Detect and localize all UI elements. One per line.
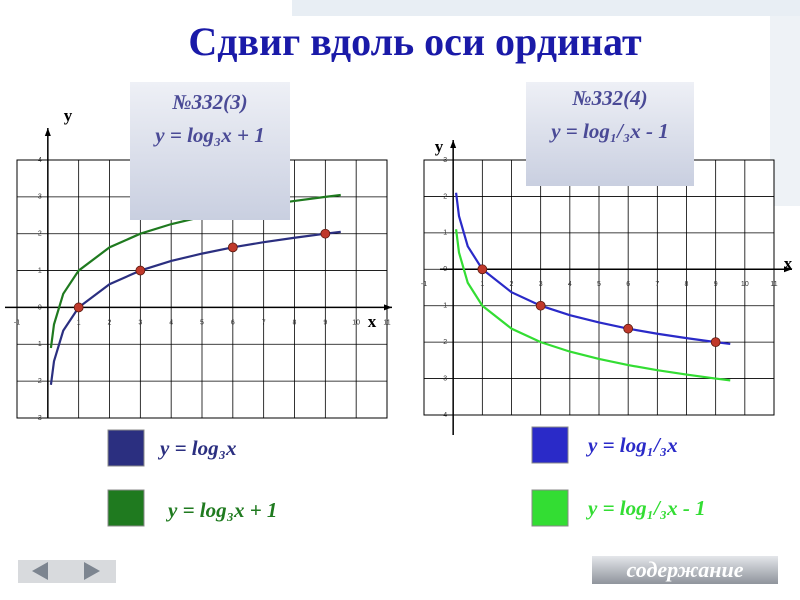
x-tick-label: 9 <box>323 319 327 326</box>
legend-swatch <box>531 489 569 527</box>
legend-label: y = log₃x + 1 <box>165 498 277 522</box>
y-tick-label: 1 <box>38 267 42 274</box>
y-tick-label: 1 <box>38 341 42 348</box>
contents-label[interactable]: содержание <box>627 557 744 582</box>
decoration <box>770 16 800 206</box>
legend-swatch <box>107 489 145 527</box>
x-tick-label: 10 <box>741 281 749 288</box>
legend-label: y = log₁/₃x - 1 <box>585 496 706 520</box>
nav-bar <box>18 560 116 583</box>
legend-swatch <box>107 429 145 467</box>
task-formula: y = log₁/₃x - 1 <box>548 119 669 143</box>
y-axis-arrow <box>44 128 51 136</box>
x-tick-label: 10 <box>352 319 360 326</box>
next-button[interactable] <box>84 562 100 580</box>
x-tick-label: 8 <box>293 319 297 326</box>
x-tick-label: 11 <box>383 319 390 326</box>
task-box <box>130 82 290 220</box>
x-tick-label: 1 <box>77 319 81 326</box>
x-tick-label: 6 <box>231 319 235 326</box>
point-marker <box>535 300 546 311</box>
x-tick-label: 2 <box>510 281 514 288</box>
point-marker <box>73 302 84 313</box>
legend-swatch <box>531 426 569 464</box>
y-tick-label: 4 <box>443 412 447 419</box>
y-tick-label: 4 <box>38 157 42 164</box>
y-tick-label: 3 <box>443 375 447 382</box>
task-number: №332(3) <box>171 90 247 114</box>
y-tick-label: 3 <box>38 194 42 201</box>
x-axis-label: x <box>784 254 793 273</box>
series-line <box>49 230 341 385</box>
contents-button[interactable] <box>592 556 778 584</box>
y-axis-label: y <box>435 137 444 156</box>
y-axis-arrow <box>450 140 457 148</box>
point-marker <box>710 337 721 348</box>
x-tick-label: 9 <box>714 281 718 288</box>
series-line <box>49 193 341 349</box>
x-axis-label: x <box>368 312 377 331</box>
nav-arrows[interactable] <box>18 560 116 583</box>
x-tick-label: 6 <box>626 281 630 288</box>
decoration <box>292 0 800 16</box>
y-tick-label: 1 <box>443 230 447 237</box>
series-line <box>454 229 731 382</box>
x-tick-label: 5 <box>597 281 601 288</box>
x-tick-label: -1 <box>14 319 20 326</box>
x-tick-label: 11 <box>770 281 777 288</box>
x-axis-arrow <box>784 266 792 273</box>
task-box <box>526 82 694 186</box>
y-tick-label: 3 <box>443 157 447 164</box>
y-tick-label: 2 <box>443 339 447 346</box>
legend-label: y = log₁/₃x <box>585 433 678 457</box>
x-tick-label: -1 <box>421 281 427 288</box>
series-line <box>454 192 731 346</box>
point-marker <box>477 264 488 275</box>
x-tick-label: 4 <box>169 319 173 326</box>
y-tick-label: 2 <box>38 378 42 385</box>
y-tick-label: 3 <box>38 415 42 422</box>
x-tick-label: 7 <box>262 319 266 326</box>
point-marker <box>320 228 331 239</box>
x-tick-label: 3 <box>539 281 543 288</box>
x-tick-label: 2 <box>108 319 112 326</box>
y-tick-label: 1 <box>443 303 447 310</box>
task-formula: y = log₃x + 1 <box>152 123 264 147</box>
y-axis-label: y <box>64 106 73 125</box>
x-tick-label: 3 <box>138 319 142 326</box>
x-tick-label: 5 <box>200 319 204 326</box>
x-tick-label: 7 <box>655 281 659 288</box>
y-tick-label: 2 <box>38 231 42 238</box>
y-tick-label: 2 <box>443 193 447 200</box>
slide-title: Сдвиг вдоль оси ординат <box>188 19 642 64</box>
point-marker <box>135 265 146 276</box>
prev-button[interactable] <box>32 562 48 580</box>
legend-label: y = log₃x <box>157 436 236 460</box>
x-tick-label: 1 <box>480 281 484 288</box>
task-number: №332(4) <box>571 86 647 110</box>
x-axis-arrow <box>384 304 392 311</box>
x-tick-label: 4 <box>568 281 572 288</box>
x-tick-label: 8 <box>685 281 689 288</box>
point-marker <box>227 242 238 253</box>
point-marker <box>623 323 634 334</box>
